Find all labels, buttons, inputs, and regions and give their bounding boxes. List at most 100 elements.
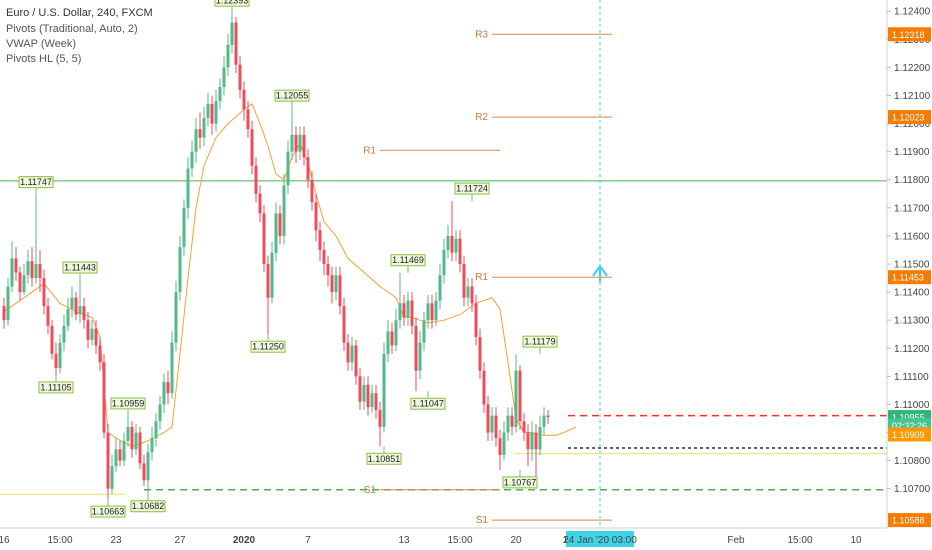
reference-lines bbox=[0, 180, 887, 495]
time-tick-label: 7 bbox=[305, 535, 311, 546]
pivot-hl-box bbox=[502, 476, 538, 489]
candle-body bbox=[66, 308, 70, 326]
candle bbox=[74, 292, 78, 321]
pivot-hl-label: 1.11179 bbox=[524, 337, 555, 347]
candle bbox=[54, 342, 58, 375]
candle bbox=[430, 294, 434, 329]
candle-body bbox=[106, 432, 110, 489]
candle bbox=[546, 410, 550, 425]
candle-body bbox=[154, 421, 158, 439]
candle-body bbox=[138, 432, 142, 464]
pivot-label-r1: R1 bbox=[363, 145, 376, 156]
pivot-hl-box bbox=[390, 254, 426, 267]
time-axis[interactable]: 1615:002327202071315:002015Feb15:001024 … bbox=[0, 527, 887, 547]
candle-body bbox=[538, 426, 542, 450]
arrow-up-icon[interactable] bbox=[592, 264, 608, 282]
candles bbox=[2, 13, 550, 500]
candle-body bbox=[214, 101, 218, 124]
candle bbox=[46, 297, 50, 335]
candle-body bbox=[322, 249, 326, 264]
candle bbox=[194, 117, 198, 163]
candle-body bbox=[334, 275, 338, 293]
candle-body bbox=[290, 134, 294, 152]
candle-body bbox=[2, 306, 6, 321]
candle bbox=[50, 320, 54, 360]
price-axis[interactable]: 1.107001.108001.109001.110001.111001.112… bbox=[886, 0, 931, 528]
pivot-hl-box bbox=[130, 500, 166, 513]
candle-body bbox=[474, 303, 478, 338]
candle-body bbox=[542, 415, 546, 427]
candle-body bbox=[98, 345, 102, 363]
pivot-hl-box bbox=[62, 261, 98, 274]
candle-body bbox=[130, 426, 134, 450]
pivot-hl-marker: 1.11469 bbox=[390, 254, 426, 273]
price-tick-label: 1.11600 bbox=[894, 231, 930, 242]
candle bbox=[82, 297, 86, 329]
candle-body bbox=[246, 109, 250, 130]
price-tick-label: 1.12200 bbox=[894, 63, 931, 74]
candle-body bbox=[462, 264, 466, 298]
candle-body bbox=[430, 303, 434, 321]
candle-body bbox=[118, 449, 122, 461]
candle bbox=[234, 16, 238, 74]
candle bbox=[342, 297, 346, 352]
pivot-hl-label: 1.11724 bbox=[456, 184, 488, 194]
candle-body bbox=[262, 213, 266, 264]
candle bbox=[510, 407, 514, 436]
price-tag-pivot bbox=[888, 270, 931, 285]
candle bbox=[66, 297, 70, 332]
candle-body bbox=[506, 415, 510, 433]
candle bbox=[22, 264, 26, 295]
pivot-hl-marker: 1.12055 bbox=[274, 89, 310, 109]
candle bbox=[98, 337, 102, 371]
candle-body bbox=[502, 432, 506, 455]
candle bbox=[374, 384, 378, 419]
pivot-hl-label: 1.11250 bbox=[252, 342, 284, 352]
candle-body bbox=[86, 320, 90, 340]
pivot-hl-box bbox=[454, 182, 490, 195]
candle bbox=[154, 412, 158, 447]
candle-body bbox=[418, 342, 422, 371]
candle-body bbox=[146, 452, 150, 481]
candle bbox=[378, 401, 382, 447]
candle bbox=[450, 201, 454, 262]
legend-pivots-hl[interactable]: Pivots HL (5, 5) bbox=[6, 53, 81, 65]
candle-body bbox=[394, 320, 398, 346]
time-tick-label: 2020 bbox=[233, 535, 256, 546]
candle-body bbox=[470, 286, 474, 304]
candle bbox=[246, 101, 250, 138]
candle-body bbox=[454, 238, 458, 253]
candle-body bbox=[230, 22, 234, 45]
candle-body bbox=[442, 249, 446, 276]
candle bbox=[94, 320, 98, 354]
candle-body bbox=[358, 376, 362, 402]
candle bbox=[422, 311, 426, 352]
candle-body bbox=[514, 370, 518, 427]
candle-body bbox=[466, 286, 470, 298]
legend-pivots[interactable]: Pivots (Traditional, Auto, 2) bbox=[6, 23, 138, 35]
candle-body bbox=[330, 275, 334, 293]
candle-body bbox=[50, 325, 54, 354]
price-tick-label: 1.11400 bbox=[894, 288, 930, 299]
time-tick-label: 23 bbox=[110, 535, 122, 546]
candle bbox=[310, 171, 314, 211]
candle bbox=[286, 140, 290, 194]
candle-body bbox=[158, 404, 162, 422]
pivot-hl-box bbox=[274, 89, 310, 102]
candle bbox=[10, 241, 14, 293]
candle-body bbox=[518, 370, 522, 422]
candle-body bbox=[434, 300, 438, 321]
candle bbox=[138, 426, 142, 470]
candle bbox=[58, 334, 62, 374]
legend-vwap[interactable]: VWAP (Week) bbox=[6, 38, 76, 50]
candle-body bbox=[342, 306, 346, 343]
candle bbox=[42, 269, 46, 315]
cursor-time-label: 24 Jan '20 03:00 bbox=[563, 535, 637, 546]
candle bbox=[318, 221, 322, 262]
candle-body bbox=[306, 157, 310, 180]
pivot-hl-label: 1.10767 bbox=[504, 477, 537, 487]
candle bbox=[230, 13, 234, 54]
candle-body bbox=[526, 432, 530, 450]
candle bbox=[366, 376, 370, 416]
